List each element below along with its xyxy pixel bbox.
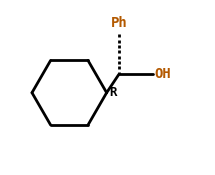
Text: OH: OH [154,68,171,82]
Text: R: R [109,86,117,99]
Text: Ph: Ph [111,16,127,30]
